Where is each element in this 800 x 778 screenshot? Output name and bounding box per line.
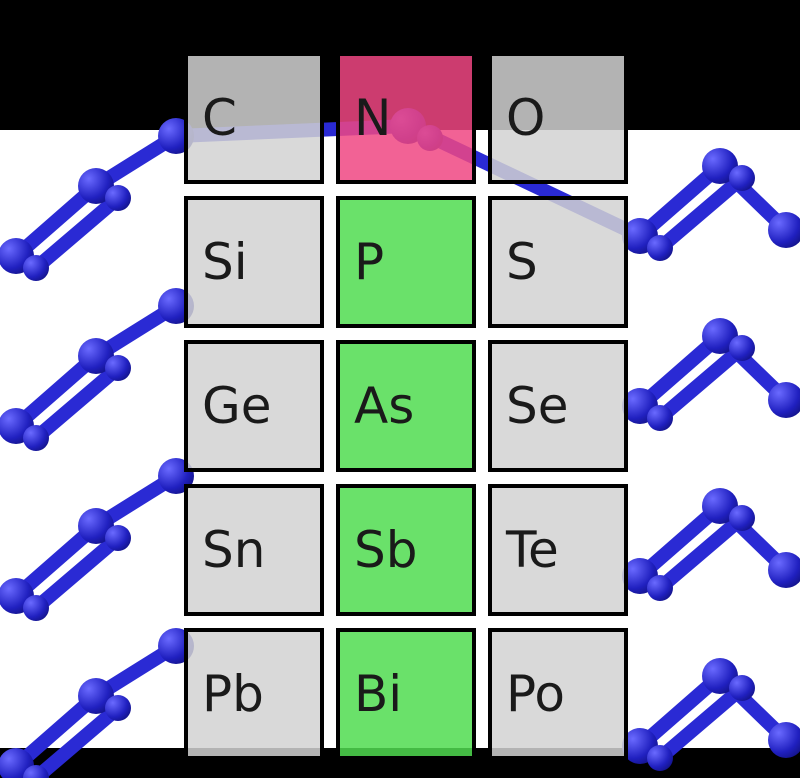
element-cell-ge: Ge xyxy=(184,340,324,472)
element-symbol: C xyxy=(202,89,237,147)
molecule-atom xyxy=(768,212,800,248)
element-symbol: Te xyxy=(506,521,559,579)
element-symbol: Bi xyxy=(354,665,402,723)
element-symbol: N xyxy=(354,89,391,147)
element-symbol: Si xyxy=(202,233,248,291)
element-cell-bi: Bi xyxy=(336,628,476,760)
element-symbol: Po xyxy=(506,665,565,723)
element-symbol: Ge xyxy=(202,377,272,435)
element-symbol: Sb xyxy=(354,521,417,579)
element-cell-pb: Pb xyxy=(184,628,324,760)
molecule-atom xyxy=(729,165,755,191)
element-symbol: O xyxy=(506,89,545,147)
molecule-atom xyxy=(105,525,131,551)
element-cell-sn: Sn xyxy=(184,484,324,616)
element-cell-as: As xyxy=(336,340,476,472)
element-cell-se: Se xyxy=(488,340,628,472)
element-cell-po: Po xyxy=(488,628,628,760)
element-cell-n: N xyxy=(336,52,476,184)
element-symbol: As xyxy=(354,377,414,435)
molecule-atom xyxy=(768,722,800,758)
molecule-atom xyxy=(729,505,755,531)
molecule-atom xyxy=(729,675,755,701)
molecule-atom xyxy=(647,575,673,601)
molecule-atom xyxy=(647,235,673,261)
molecule-atom xyxy=(105,355,131,381)
element-symbol: Pb xyxy=(202,665,264,723)
element-cell-o: O xyxy=(488,52,628,184)
molecule-atom xyxy=(105,185,131,211)
element-cell-s: S xyxy=(488,196,628,328)
element-symbol: S xyxy=(506,233,538,291)
molecule-atom xyxy=(23,595,49,621)
molecule-atom xyxy=(105,695,131,721)
molecule-atom xyxy=(647,745,673,771)
molecule-atom xyxy=(768,382,800,418)
molecule-atom xyxy=(647,405,673,431)
molecule-atom xyxy=(23,425,49,451)
molecule-atom xyxy=(729,335,755,361)
element-cell-sb: Sb xyxy=(336,484,476,616)
element-cell-te: Te xyxy=(488,484,628,616)
element-symbol: P xyxy=(354,233,384,291)
molecule-atom xyxy=(768,552,800,588)
element-symbol: Se xyxy=(506,377,569,435)
element-cell-p: P xyxy=(336,196,476,328)
diagram-stage: C N O Si P S Ge As Se Sn Sb Te Pb Bi Po xyxy=(0,0,800,778)
element-symbol: Sn xyxy=(202,521,265,579)
element-cell-c: C xyxy=(184,52,324,184)
molecule-atom xyxy=(23,255,49,281)
element-cell-si: Si xyxy=(184,196,324,328)
periodic-table-fragment: C N O Si P S Ge As Se Sn Sb Te Pb Bi Po xyxy=(184,52,628,760)
